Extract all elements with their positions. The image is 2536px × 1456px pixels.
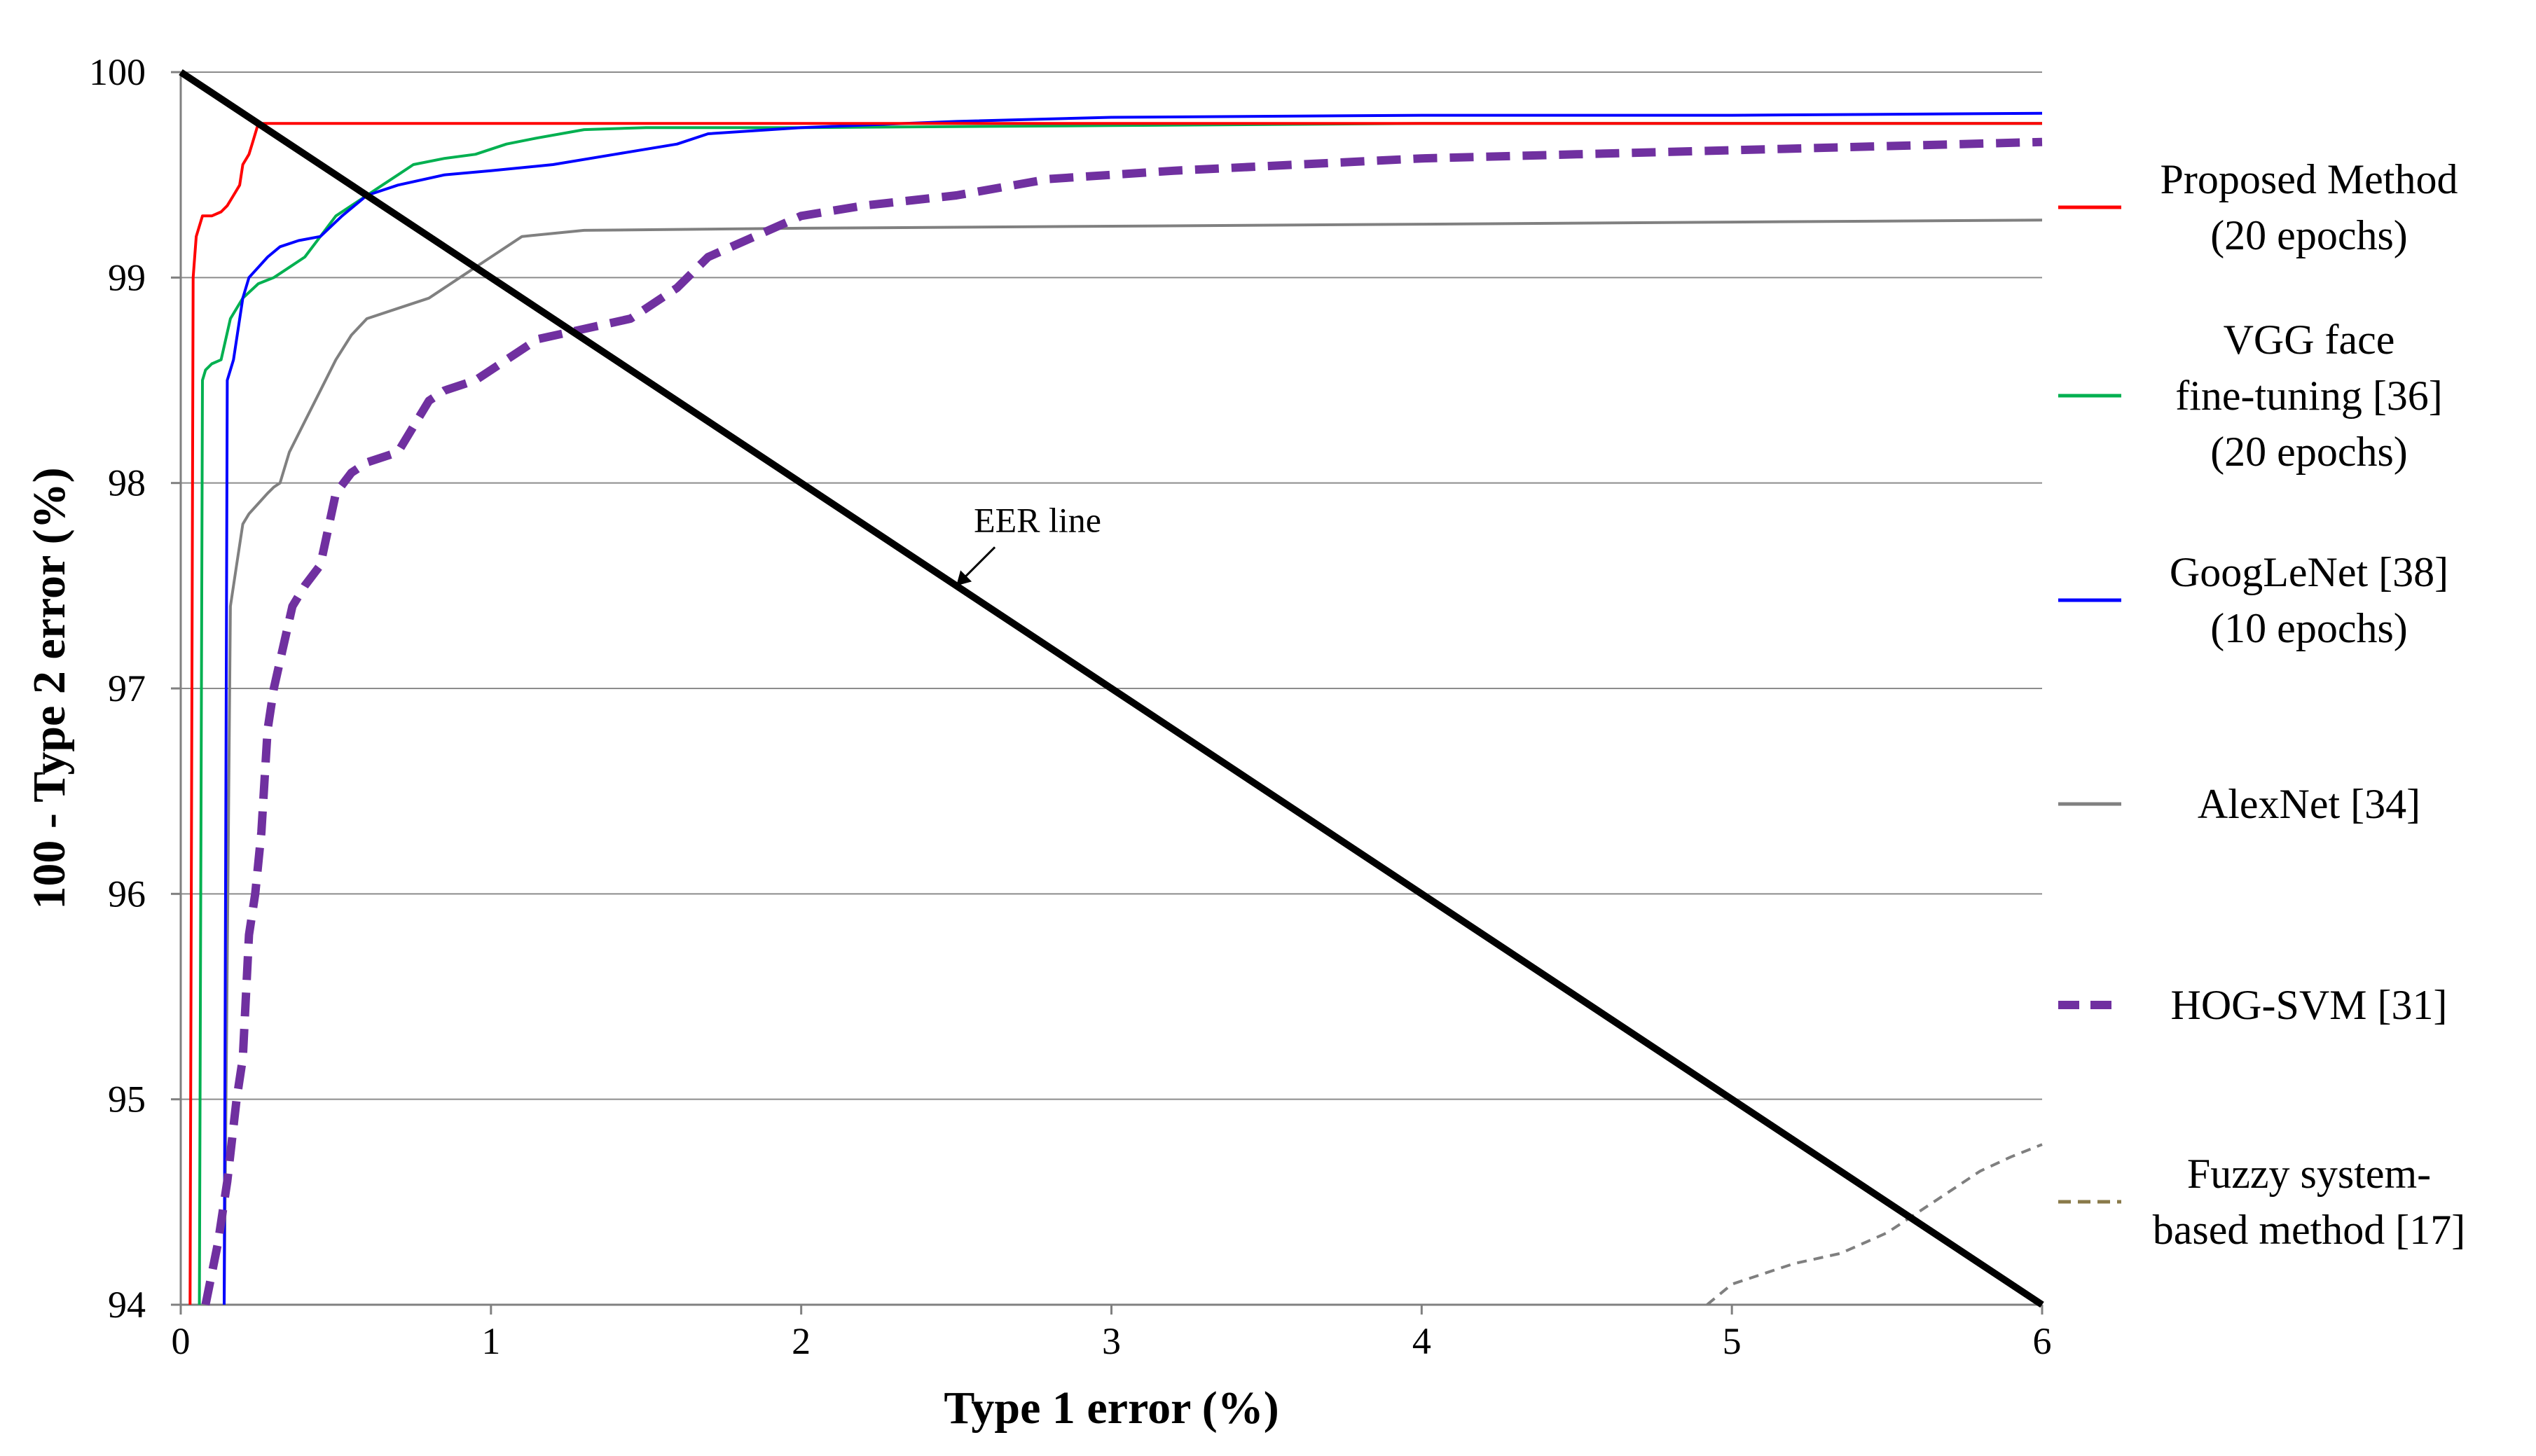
legend-label-3-0: AlexNet [34] [2198, 781, 2420, 827]
legend-label-5-0: Fuzzy system- [2187, 1151, 2431, 1197]
legend-label-5-1: based method [17] [2153, 1207, 2466, 1253]
x-tick-label: 5 [1723, 1320, 1742, 1362]
series-line-1 [198, 122, 2042, 1305]
y-tick-label: 94 [108, 1284, 146, 1326]
x-axis-title: Type 1 error (%) [944, 1382, 1279, 1434]
x-tick-label: 0 [172, 1320, 191, 1362]
eer-arrow-shaft [961, 546, 996, 581]
legend-label-4-0: HOG-SVM [31] [2171, 982, 2448, 1028]
eer-line [179, 69, 2044, 1308]
tick-layer: 0 1 2 3 4 5 6 94 95 96 97 98 99 100 [89, 51, 2052, 1362]
eer-arrow-head [956, 570, 972, 586]
series-line-4 [201, 137, 2043, 1306]
legend-label-2-1: (10 epochs) [2210, 605, 2408, 651]
legend: Proposed Method (20 epochs) VGG face fine-t… [2058, 156, 2465, 1253]
y-tick-label: 97 [108, 667, 146, 709]
series-line-2 [223, 111, 2043, 1305]
eer-layer: EER line [179, 69, 2044, 1308]
y-tick-label: 99 [108, 256, 146, 298]
y-axis-title: 100 - Type 2 error (%) [24, 467, 75, 909]
x-tick-label: 2 [792, 1320, 811, 1362]
legend-label-1-2: (20 epochs) [2210, 429, 2408, 475]
series-layer [188, 111, 2043, 1306]
legend-label-2-0: GoogLeNet [38] [2170, 549, 2448, 595]
legend-label-1-0: VGG face [2224, 317, 2395, 363]
legend-label-0-1: (20 epochs) [2210, 212, 2408, 258]
legend-label-1-1: fine-tuning [36] [2175, 373, 2443, 419]
y-tick-label: 95 [108, 1079, 146, 1121]
x-tick-label: 4 [1412, 1320, 1431, 1362]
x-tick-label: 6 [2033, 1320, 2052, 1362]
legend-label-0-0: Proposed Method [2161, 156, 2458, 202]
x-tick-label: 3 [1102, 1320, 1121, 1362]
series-line-5 [1706, 1143, 2043, 1306]
y-tick-label: 100 [89, 51, 146, 93]
eer-annotation-label: EER line [974, 500, 1101, 539]
x-tick-label: 1 [481, 1320, 500, 1362]
y-tick-label: 98 [108, 462, 146, 504]
y-tick-label: 96 [108, 873, 146, 915]
series-line-0 [188, 122, 2042, 1305]
series-line-3 [223, 219, 2043, 1305]
